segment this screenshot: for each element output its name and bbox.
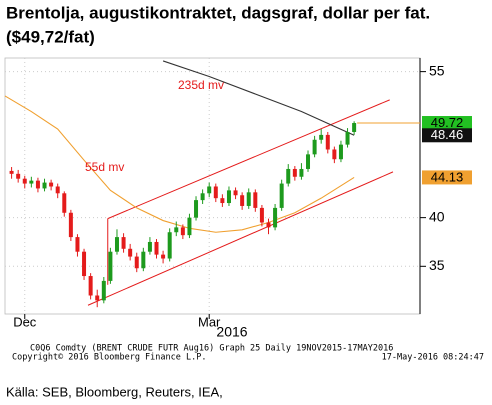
last-value-box [422, 128, 472, 143]
x-year-label: 2016 [216, 324, 247, 340]
last-value-box [422, 116, 472, 131]
candle-body [352, 123, 357, 132]
candle-body [9, 170, 14, 174]
candle-body [82, 251, 87, 277]
candle-body [266, 222, 271, 228]
candle-body [332, 149, 337, 160]
y-tick-label: 55 [429, 62, 445, 78]
candle-body [226, 190, 231, 204]
moving-average-line [162, 60, 355, 136]
candle-body [49, 182, 54, 187]
last-value-label: 49.72 [431, 115, 464, 130]
candle-body [174, 227, 179, 233]
candle-body [108, 251, 113, 281]
candle-body [55, 186, 60, 194]
candle-body [240, 195, 245, 206]
moving-average-label: 55d mv [85, 160, 124, 174]
candle-body [29, 180, 34, 184]
footer-line: Copyright© 2016 Bloomberg Finance L.P. [12, 353, 206, 363]
candle-body [194, 200, 199, 218]
x-tick-label: Dec [13, 314, 37, 329]
candle-body [167, 232, 172, 259]
candle-body [75, 237, 80, 252]
candle-body [312, 139, 317, 155]
candle-body [306, 154, 311, 169]
candle-body [35, 180, 40, 189]
channel-line [87, 171, 394, 306]
footer-line: C0Q6 Comdty (BRENT CRUDE FUTR Aug16) Gra… [30, 344, 393, 354]
candle-body [121, 237, 126, 249]
candle-body [22, 178, 27, 184]
candle-body [95, 295, 100, 301]
candle-body [88, 276, 93, 296]
candle-body [154, 241, 159, 255]
candle-body [213, 186, 218, 199]
candle-body [319, 134, 324, 140]
chart-subtitle: ($49,72/fat) [6, 27, 95, 46]
candle-body [279, 183, 284, 208]
candle-body [325, 134, 330, 150]
moving-average-label: 235d mv [178, 78, 224, 92]
candle-body [338, 144, 343, 160]
y-tick-label: 40 [429, 208, 445, 224]
candle-body [147, 241, 152, 252]
candle-body [200, 193, 205, 201]
candle-body [134, 256, 139, 269]
candle-body [299, 168, 304, 177]
candle-body [246, 192, 251, 206]
candle-body [220, 198, 225, 204]
last-value-label: 44.13 [431, 169, 464, 184]
candle-body [16, 173, 21, 179]
source-note: Källa: SEB, Bloomberg, Reuters, IEA, [6, 384, 223, 399]
candle-body [207, 186, 212, 194]
candle-body [187, 217, 192, 236]
candle-body [345, 131, 350, 145]
channel-line [107, 99, 390, 220]
last-value-label: 48.46 [431, 127, 464, 142]
y-tick-label: 35 [429, 257, 445, 273]
candle-body [128, 248, 133, 257]
candle-body [114, 237, 119, 252]
candle-body [259, 207, 264, 223]
last-value-box [422, 170, 472, 185]
candle-body [253, 192, 258, 208]
candle-body [62, 193, 67, 213]
candle-body [233, 190, 238, 196]
candle-body [286, 168, 291, 184]
footer-line: 17-May-2016 08:24:47 [382, 353, 484, 363]
x-tick-label: Mar [198, 314, 221, 329]
candle-body [180, 227, 185, 236]
candle-body [68, 212, 73, 238]
chart-title: Brentolja, augustikontraktet, dagsgraf, … [6, 3, 430, 22]
candle-body [141, 251, 146, 269]
candle-body [101, 280, 106, 301]
candle-body [273, 207, 278, 228]
candle-body [42, 182, 47, 189]
candle-body [161, 254, 166, 259]
candle-body [292, 168, 297, 177]
